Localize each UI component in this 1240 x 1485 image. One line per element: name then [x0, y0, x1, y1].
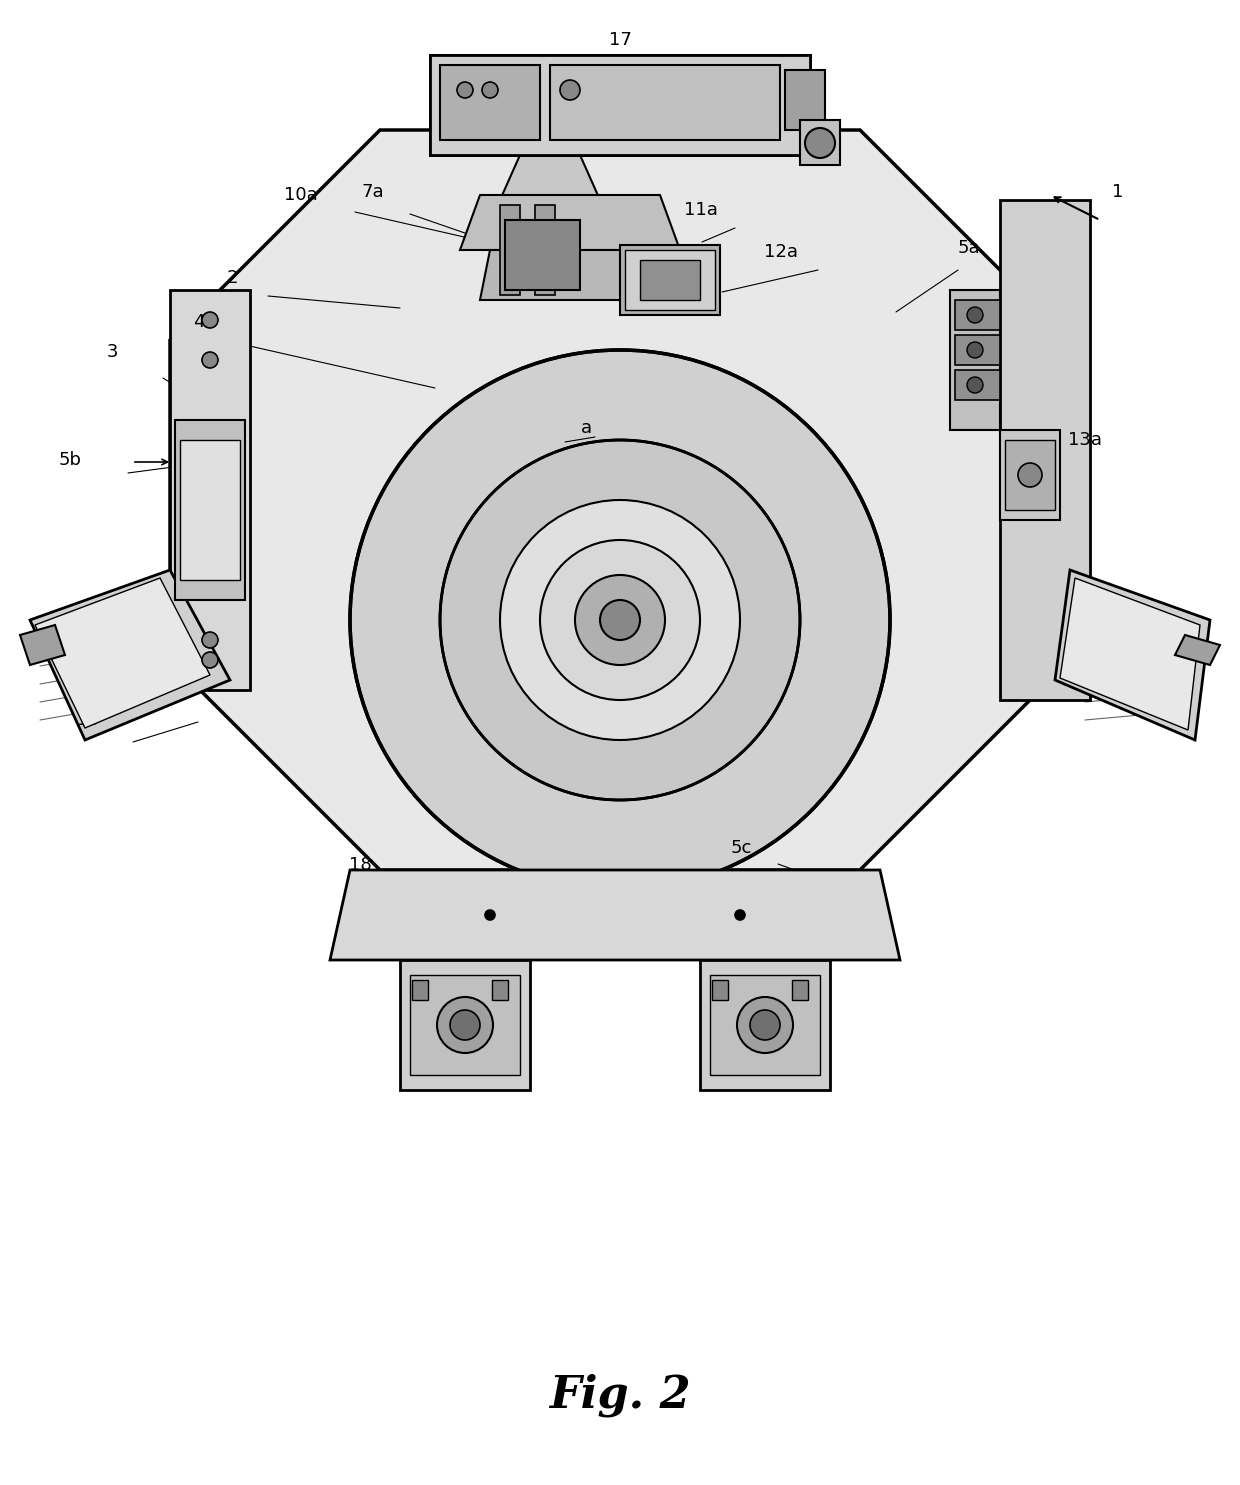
Polygon shape: [401, 959, 529, 1090]
Polygon shape: [625, 249, 715, 310]
Bar: [640, 260, 701, 300]
Circle shape: [440, 440, 800, 800]
Polygon shape: [500, 154, 600, 200]
Polygon shape: [170, 131, 1070, 870]
Polygon shape: [30, 570, 229, 740]
Bar: [551, 65, 780, 140]
Polygon shape: [999, 431, 1060, 520]
Bar: [492, 980, 508, 999]
Bar: [792, 980, 808, 999]
Polygon shape: [480, 249, 680, 300]
Polygon shape: [800, 120, 839, 165]
Text: 5c: 5c: [730, 839, 751, 857]
Circle shape: [202, 633, 218, 647]
Polygon shape: [955, 370, 999, 399]
Polygon shape: [955, 336, 999, 365]
Circle shape: [737, 996, 794, 1053]
Circle shape: [202, 312, 218, 328]
Circle shape: [485, 910, 495, 921]
Text: 6a: 6a: [965, 373, 987, 391]
Bar: [712, 980, 728, 999]
Circle shape: [202, 352, 218, 368]
Bar: [430, 55, 810, 154]
Text: 18: 18: [350, 855, 372, 875]
Text: 1: 1: [1112, 183, 1123, 200]
Polygon shape: [701, 959, 830, 1090]
Polygon shape: [955, 300, 999, 330]
Text: 2: 2: [227, 269, 238, 287]
Circle shape: [482, 82, 498, 98]
Bar: [440, 65, 539, 140]
Polygon shape: [999, 200, 1090, 699]
Polygon shape: [460, 195, 680, 249]
Text: 17: 17: [609, 31, 631, 49]
Text: 5a: 5a: [959, 239, 981, 257]
Polygon shape: [711, 976, 820, 1075]
Text: 7a: 7a: [361, 183, 384, 200]
Polygon shape: [1004, 440, 1055, 509]
Text: 3: 3: [107, 343, 118, 361]
Bar: [785, 70, 825, 131]
Bar: [412, 980, 428, 999]
Circle shape: [967, 307, 983, 324]
Text: 13a: 13a: [1068, 431, 1102, 448]
Text: Fig. 2: Fig. 2: [549, 1374, 691, 1417]
Circle shape: [967, 377, 983, 394]
Circle shape: [575, 575, 665, 665]
Bar: [534, 205, 556, 296]
Circle shape: [436, 996, 494, 1053]
Polygon shape: [20, 625, 64, 665]
Circle shape: [750, 1010, 780, 1040]
Polygon shape: [430, 55, 810, 154]
Text: 10a: 10a: [284, 186, 317, 203]
Polygon shape: [410, 976, 520, 1075]
Circle shape: [500, 500, 740, 740]
Circle shape: [539, 541, 701, 699]
Circle shape: [350, 350, 890, 890]
Polygon shape: [1176, 636, 1220, 665]
Text: a: a: [580, 419, 591, 437]
Polygon shape: [1060, 578, 1200, 731]
Polygon shape: [35, 578, 210, 728]
Text: 12a: 12a: [764, 244, 799, 261]
Text: 19: 19: [77, 711, 100, 729]
Bar: [500, 205, 520, 296]
Circle shape: [805, 128, 835, 157]
Circle shape: [560, 80, 580, 99]
Polygon shape: [170, 290, 250, 691]
Polygon shape: [950, 290, 999, 431]
Polygon shape: [175, 420, 246, 600]
Text: 4: 4: [193, 313, 205, 331]
Text: 11a: 11a: [684, 200, 718, 218]
Circle shape: [735, 910, 745, 921]
Circle shape: [600, 600, 640, 640]
Polygon shape: [620, 245, 720, 315]
Polygon shape: [1055, 570, 1210, 740]
Polygon shape: [505, 220, 580, 290]
Polygon shape: [330, 870, 900, 959]
Bar: [180, 440, 241, 581]
Text: 9a: 9a: [965, 339, 987, 356]
Circle shape: [1018, 463, 1042, 487]
Text: 8a: 8a: [965, 306, 987, 324]
Circle shape: [967, 342, 983, 358]
Circle shape: [450, 1010, 480, 1040]
Circle shape: [458, 82, 472, 98]
Circle shape: [202, 652, 218, 668]
Text: 5b: 5b: [60, 451, 82, 469]
